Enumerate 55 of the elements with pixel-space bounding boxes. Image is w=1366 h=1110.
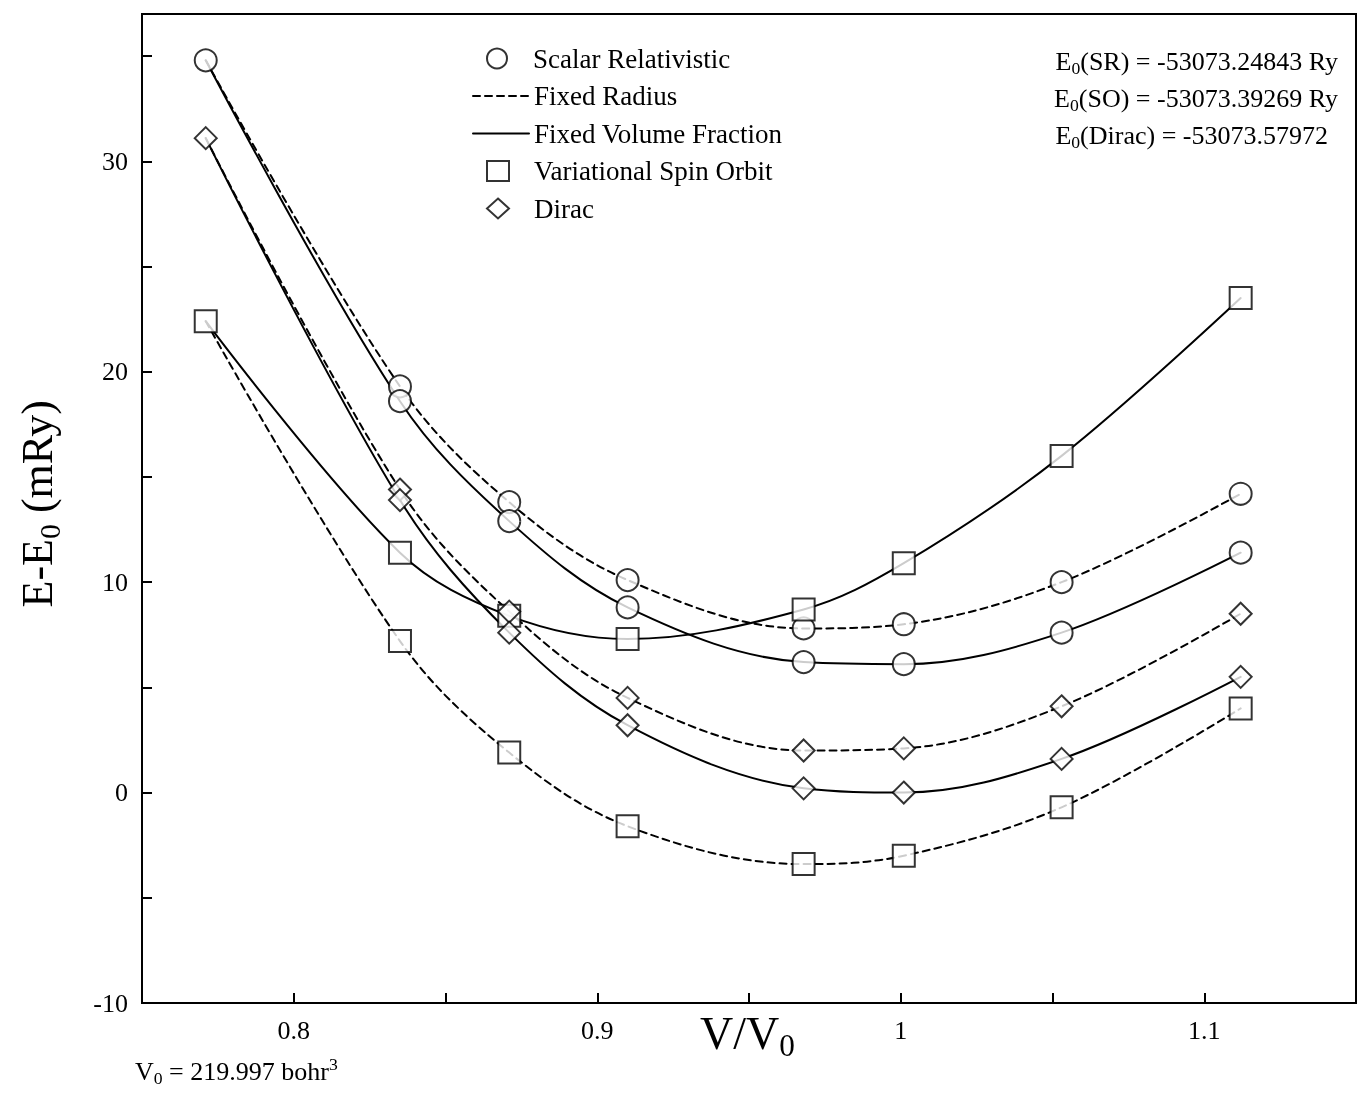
point [497,740,522,765]
y-tick-label: 0 [115,778,128,808]
x-tick-label: 0.8 [277,1015,310,1045]
point [1049,694,1074,719]
point [615,685,640,710]
x-tick-label: 1.1 [1188,1015,1221,1045]
point [615,595,640,620]
point [1228,540,1253,565]
point [1049,620,1074,645]
point [387,540,412,565]
point [387,629,412,654]
point [615,626,640,651]
point [1228,664,1253,689]
point [497,620,522,645]
point [1228,286,1253,311]
point [615,814,640,839]
point [891,612,916,637]
point [791,776,816,801]
y-tick-label: 20 [102,357,128,387]
legend-label: Fixed Volume Fraction [534,118,783,149]
y-tick-label: 10 [102,567,128,597]
y-tick-label: 30 [102,146,128,176]
point [891,551,916,576]
legend-label: Dirac [534,193,594,224]
point [193,48,218,73]
point [1049,746,1074,771]
point [891,736,916,761]
point [1049,795,1074,820]
point [615,713,640,738]
point [791,852,816,877]
point [387,488,412,513]
point [791,597,816,622]
x-tick-label: 1 [894,1015,908,1045]
point [891,780,916,805]
point [891,843,916,868]
legend-label: Variational Spin Orbit [534,156,773,186]
point [193,309,218,334]
point [388,389,412,414]
x-tick-label: 0.9 [581,1015,614,1045]
point [193,126,218,151]
point [497,509,522,534]
point [615,568,640,593]
point [1228,481,1253,506]
point [791,738,816,763]
point [1049,443,1074,468]
point [791,650,816,675]
legend-label: Fixed Radius [534,81,678,111]
point [1228,696,1253,721]
point [1228,601,1253,626]
point [497,490,522,515]
y-axis-title: E-E0 (mRy) [12,399,66,608]
legend-label: Scalar Relativistic [533,43,731,74]
point [891,652,916,677]
y-tick-label: -10 [93,988,128,1018]
point [1049,570,1074,595]
